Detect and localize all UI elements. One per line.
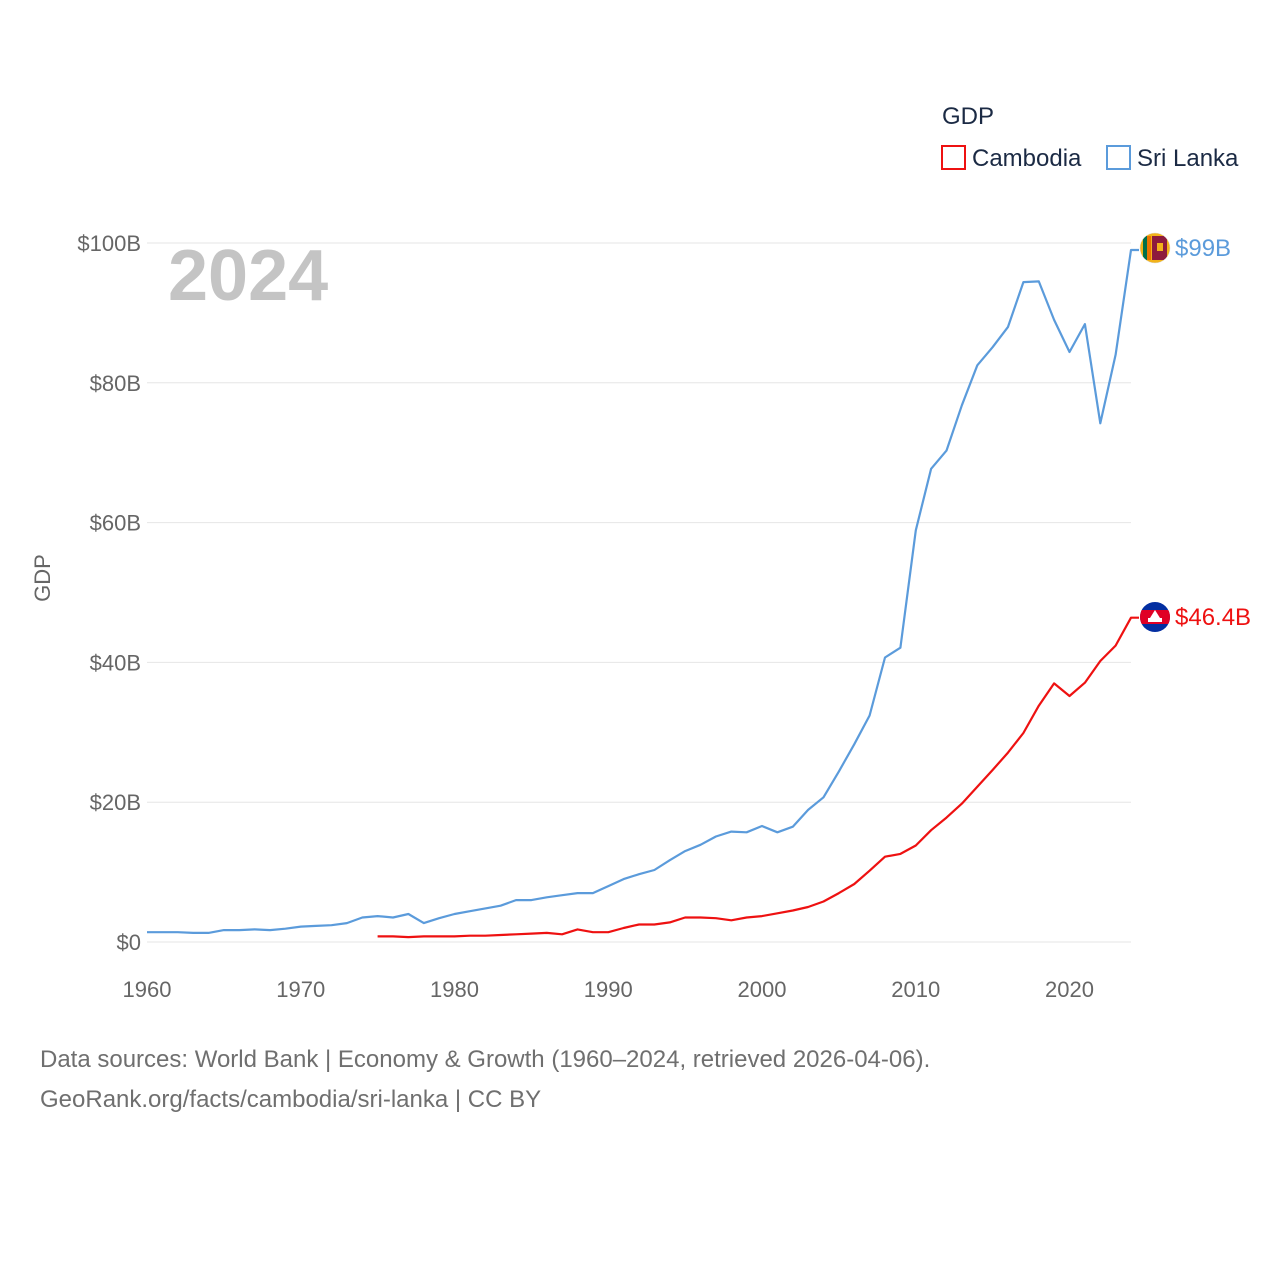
legend-swatch-sri-lanka[interactable] xyxy=(1106,145,1131,170)
legend-label-sri-lanka[interactable]: Sri Lanka xyxy=(1137,145,1239,172)
x-tick-label: 2010 xyxy=(891,977,940,1002)
series-line-sri-lanka xyxy=(147,248,1139,934)
y-axis-title: GDP xyxy=(30,554,55,602)
y-tick-label: $0 xyxy=(117,930,141,955)
y-tick-label: $60B xyxy=(90,511,141,536)
legend-label-cambodia[interactable]: Cambodia xyxy=(972,145,1082,172)
legend-title: GDP xyxy=(942,103,994,130)
y-tick-label: $20B xyxy=(90,790,141,815)
x-tick-label: 1990 xyxy=(584,977,633,1002)
legend-swatch-cambodia[interactable] xyxy=(941,145,966,170)
x-axis-ticks: 1960 1970 1980 1990 2000 2010 2020 xyxy=(123,977,1094,1002)
y-tick-label: $80B xyxy=(90,371,141,396)
y-tick-label: $40B xyxy=(90,650,141,675)
y-axis-ticks: $0 $20B $40B $60B $80B $100B xyxy=(77,231,141,955)
x-tick-label: 1970 xyxy=(276,977,325,1002)
end-label-sri-lanka: $99B xyxy=(1175,235,1231,262)
footer-link[interactable]: GeoRank.org/facts/cambodia/sri-lanka | C… xyxy=(40,1086,542,1113)
sri-lanka-flag-icon xyxy=(1139,232,1171,264)
gdp-line-chart: $0 $20B $40B $60B $80B $100B 1960 1970 1980 1990… xyxy=(30,103,1251,1002)
end-label-cambodia: $46.4B xyxy=(1175,604,1251,631)
x-tick-label: 2000 xyxy=(738,977,787,1002)
x-tick-label: 1960 xyxy=(123,977,172,1002)
year-display: 2024 xyxy=(168,236,328,316)
footer: Data sources: World Bank | Economy & Gro… xyxy=(40,1040,930,1120)
x-tick-label: 1980 xyxy=(430,977,479,1002)
footer-sources: Data sources: World Bank | Economy & Gro… xyxy=(40,1046,931,1073)
x-tick-label: 2020 xyxy=(1045,977,1094,1002)
cambodia-flag-icon xyxy=(1140,602,1170,632)
legend: GDP Cambodia Sri Lanka xyxy=(941,103,1239,172)
y-tick-label: $100B xyxy=(77,231,141,256)
series-line-cambodia xyxy=(377,616,1139,939)
gridlines xyxy=(147,242,1131,943)
